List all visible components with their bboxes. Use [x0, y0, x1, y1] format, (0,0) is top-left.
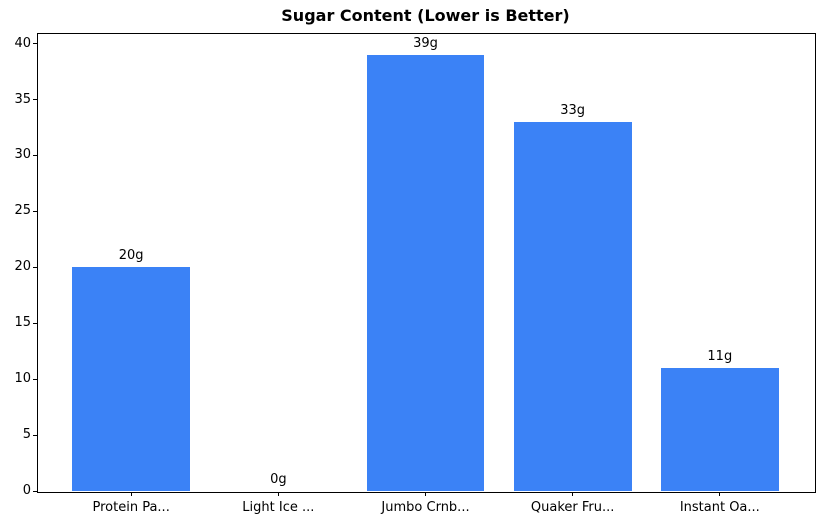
- y-axis-tick-label: 25: [14, 203, 31, 219]
- x-axis-tick: [277, 492, 279, 496]
- bar-value-label: 20g: [118, 248, 144, 264]
- y-axis-tick: [33, 434, 37, 436]
- bar: [513, 121, 632, 491]
- y-axis-tick-label: 20: [14, 259, 31, 275]
- bar-value-label: 11g: [707, 348, 733, 364]
- y-axis-tick: [33, 43, 37, 45]
- y-axis-tick: [33, 154, 37, 156]
- bar: [72, 267, 191, 491]
- y-axis-tick: [33, 490, 37, 492]
- y-axis-tick-label: 5: [22, 427, 31, 443]
- x-axis-tick: [572, 492, 574, 496]
- y-axis-tick: [33, 99, 37, 101]
- x-axis-tick-label: Light Ice ...: [242, 500, 315, 515]
- y-axis-tick-label: 0: [22, 483, 31, 498]
- bar: [366, 54, 485, 491]
- chart-title: Sugar Content (Lower is Better): [281, 6, 570, 25]
- y-axis-tick: [33, 266, 37, 268]
- bar: [660, 367, 779, 491]
- x-axis-tick-label: Quaker Fru...: [530, 500, 615, 515]
- y-axis-tick-label: 10: [14, 371, 31, 387]
- bar-value-label: 0g: [270, 472, 287, 487]
- y-axis-tick-label: 35: [14, 91, 31, 107]
- x-axis-tick: [719, 492, 721, 496]
- y-axis-tick-label: 30: [14, 147, 31, 163]
- x-axis-tick: [130, 492, 132, 496]
- bar-value-label: 33g: [560, 102, 586, 118]
- bar-value-label: 39g: [413, 35, 438, 51]
- y-axis-tick: [33, 378, 37, 380]
- x-axis-tick: [425, 492, 426, 496]
- x-axis-tick-label: Protein Pa...: [92, 500, 170, 515]
- x-axis-tick-label: Instant Oa...: [679, 500, 760, 515]
- y-axis-tick-label: 15: [14, 315, 31, 331]
- x-axis-tick-label: Jumbo Crnb...: [381, 500, 470, 515]
- y-axis-tick-label: 40: [14, 35, 31, 51]
- y-axis-tick: [33, 322, 37, 324]
- y-axis-tick: [33, 210, 37, 212]
